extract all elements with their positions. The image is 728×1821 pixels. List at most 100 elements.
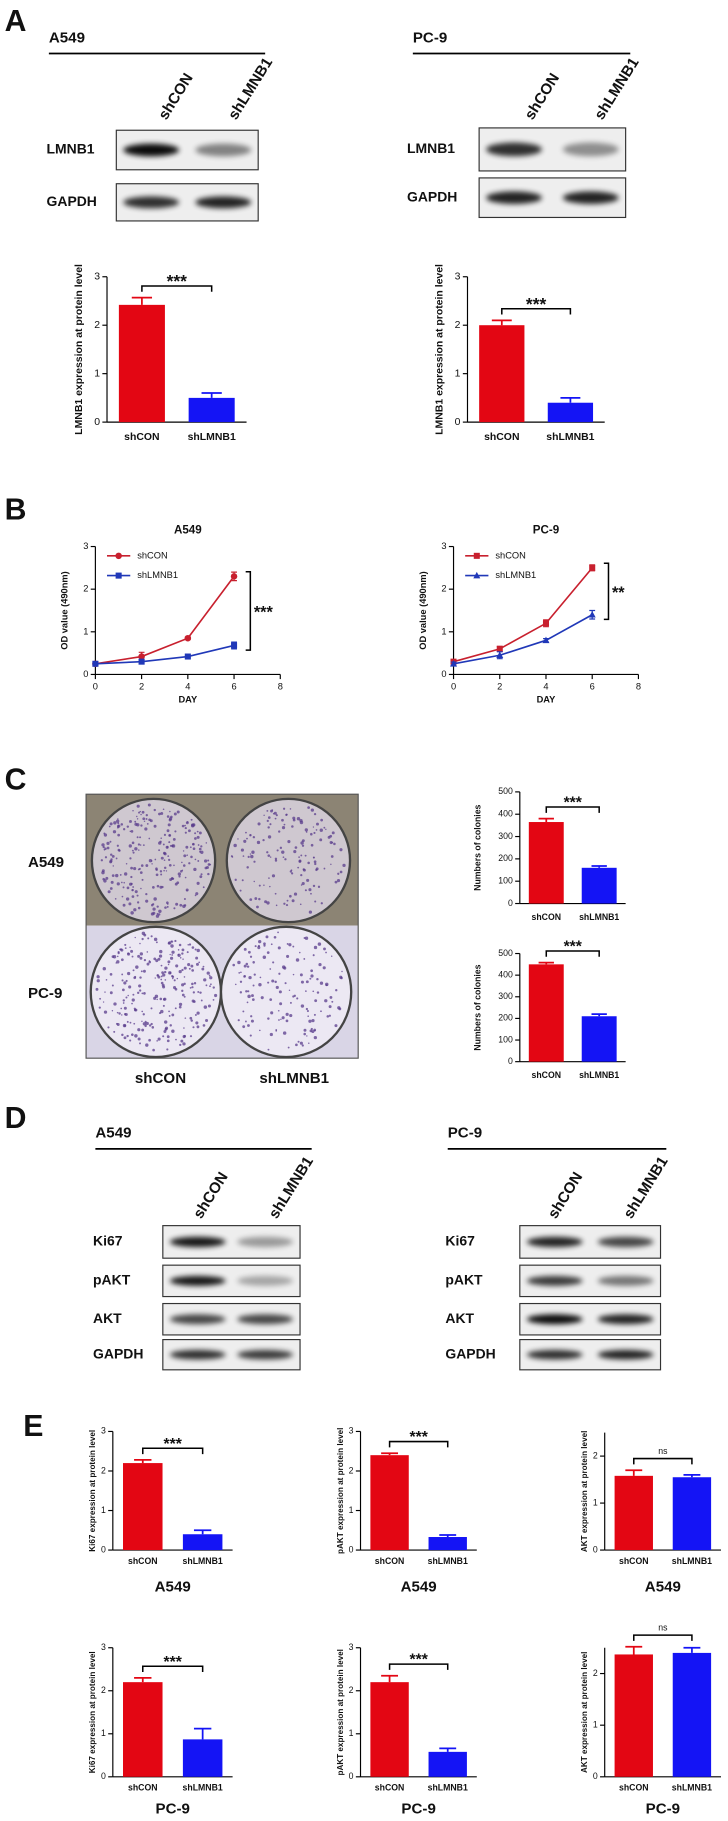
y-tick-label: 3	[441, 541, 446, 551]
colony-dot	[296, 816, 301, 821]
colony-dot	[160, 978, 163, 981]
colony-dot	[105, 876, 109, 880]
colony-dot	[136, 815, 138, 818]
y-tick-label: 3	[101, 1426, 106, 1436]
colony-dot	[174, 830, 177, 833]
colony-dot	[274, 980, 277, 984]
colony-dot	[200, 850, 204, 854]
colony-dot	[212, 999, 215, 1001]
colony-dot	[131, 1002, 133, 1005]
colony-dot	[123, 1006, 127, 1010]
colony-dot	[256, 905, 259, 909]
colony-dot	[111, 874, 115, 877]
colony-dot	[141, 810, 145, 814]
colony-dot	[141, 1010, 144, 1013]
significance-bracket	[633, 1457, 693, 1465]
colony-dot	[170, 940, 173, 942]
colony-dot	[123, 872, 128, 876]
colony-dot	[196, 948, 200, 953]
error-bar	[560, 397, 581, 403]
colony-dot	[210, 983, 212, 986]
y-tick-label: 2	[101, 1465, 106, 1475]
colony-dot	[168, 833, 172, 837]
error-bar	[683, 1646, 701, 1653]
error-bar	[591, 1013, 607, 1017]
colony-dot	[167, 960, 171, 964]
colony-dot	[144, 827, 148, 831]
colony-dot	[181, 989, 184, 993]
colony-dot	[156, 974, 159, 977]
colony-dot	[328, 1014, 331, 1017]
y-tick-label: 2	[441, 584, 446, 594]
y-tick-label: 200	[498, 1013, 513, 1023]
colony-dot	[289, 808, 292, 810]
colony-dot	[173, 907, 176, 910]
bar	[581, 1016, 617, 1062]
band	[597, 1275, 654, 1286]
x-tick-label: 6	[590, 682, 595, 692]
colony-dot	[137, 843, 141, 846]
colony-dot	[310, 832, 313, 836]
band-label: pAKT	[445, 1272, 483, 1288]
colony-dot	[157, 1037, 161, 1041]
colony-dot	[182, 850, 185, 852]
colony-dot	[171, 1029, 175, 1033]
series-line	[95, 644, 235, 665]
colony-dot	[160, 981, 164, 985]
colony-dot	[314, 999, 318, 1003]
colony-dot	[269, 1032, 273, 1037]
marker	[92, 660, 99, 667]
colony-dot	[249, 955, 253, 958]
colony-dot	[127, 952, 130, 955]
colony-dot	[240, 848, 244, 852]
band-label: LMNB1	[407, 140, 455, 156]
colony-dot	[155, 867, 158, 871]
colony-dot	[194, 894, 197, 897]
colony-dot	[168, 941, 172, 945]
band	[169, 1236, 226, 1248]
colony-dot	[171, 1013, 175, 1017]
colony-dot	[205, 984, 208, 987]
colony-dot	[330, 863, 332, 866]
x-tick-label: shLMNB1	[672, 1556, 712, 1566]
colony-dot	[251, 994, 254, 998]
colony-dot	[134, 975, 137, 978]
colony-dot	[263, 944, 266, 947]
colony-dot	[203, 1005, 208, 1009]
colony-dot	[141, 937, 144, 941]
colony-dot	[207, 863, 211, 866]
colony-dot	[297, 1040, 300, 1043]
colony-dot	[190, 818, 193, 821]
colony-dot	[292, 945, 295, 948]
colony-dot	[325, 951, 327, 954]
colony-dot	[168, 863, 172, 867]
band-label: Ki67	[445, 1233, 475, 1249]
marker	[496, 645, 503, 652]
colony-dot	[130, 830, 134, 833]
colony-dot	[156, 912, 159, 915]
colony-dot	[274, 817, 277, 820]
colony-dot	[281, 1016, 285, 1020]
colony-dot	[313, 1035, 318, 1040]
colony-dot	[132, 889, 134, 891]
photo-col-label: shCON	[135, 1070, 186, 1087]
colony-dot	[298, 860, 302, 863]
bar	[428, 1751, 467, 1777]
y-axis-label: Numbers of colonies	[472, 804, 482, 890]
colony-dot	[132, 851, 135, 854]
colony-dot	[102, 877, 105, 881]
colony-dot	[125, 897, 130, 901]
colony-dot	[142, 817, 146, 821]
bar	[188, 397, 235, 423]
colony-dot	[150, 903, 154, 907]
colony-dot	[103, 1010, 108, 1014]
band	[237, 1349, 294, 1360]
colony-dot	[116, 819, 120, 823]
colony-dot	[128, 902, 132, 906]
colony-dot	[280, 1018, 282, 1021]
colony-dot	[161, 885, 164, 889]
band	[526, 1349, 583, 1360]
bar	[123, 1682, 163, 1777]
colony-dot	[269, 998, 273, 1001]
colony-dot	[181, 968, 184, 972]
